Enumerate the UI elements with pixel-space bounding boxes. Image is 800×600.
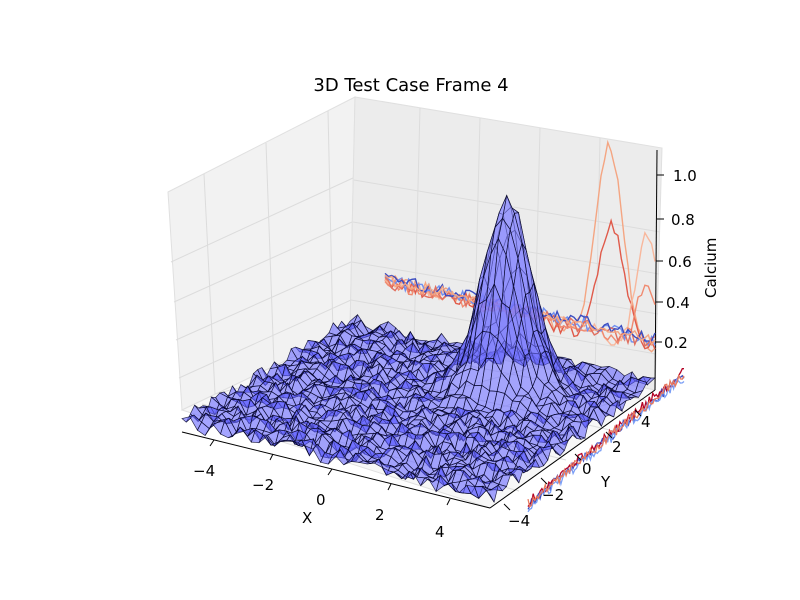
z-tick-label: 1.0	[673, 167, 697, 185]
x-tick-label: −2	[252, 476, 274, 494]
projection-y-band	[527, 368, 685, 513]
y-band-line-4	[527, 373, 685, 508]
x-axis: −4 −2 0 2 4 X	[193, 439, 451, 541]
z-tick-label: 0.2	[664, 334, 688, 352]
x-tick-label: 2	[375, 506, 385, 524]
x-tick-label: −4	[193, 462, 215, 480]
z-axis-label: Calcium	[702, 238, 720, 298]
chart-title: 3D Test Case Frame 4	[313, 75, 508, 96]
y-tick-label: 0	[582, 460, 592, 478]
x-tick-label: 0	[316, 491, 326, 509]
z-tick-label: 0.4	[666, 294, 690, 312]
y-tick-label: −4	[508, 512, 530, 530]
surface-mesh	[181, 194, 656, 503]
y-axis-label: Y	[600, 473, 611, 491]
y-axis: −4 −2 0 2 4 Y	[503, 409, 651, 530]
z-tick-label: 0.6	[668, 253, 692, 271]
x-tick-label: 4	[435, 523, 445, 541]
y-tick-label: 4	[641, 413, 651, 431]
x-axis-label: X	[302, 509, 312, 527]
z-axis: 1.0 0.8 0.6 0.4 0.2 Calcium	[655, 167, 720, 352]
y-band-line-3	[527, 378, 685, 513]
surface-facet	[482, 486, 495, 503]
z-tick-label: 0.8	[671, 211, 695, 229]
y-tick-label: 2	[612, 438, 622, 456]
y-tick-label: −2	[542, 486, 564, 504]
axis-edges	[181, 149, 658, 509]
